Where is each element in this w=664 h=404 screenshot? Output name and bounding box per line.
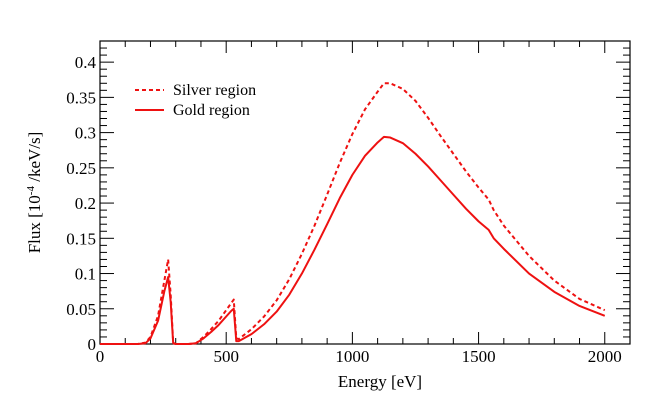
y-axis-title: Flux [10-4 /keV/s]	[25, 132, 44, 254]
y-axis-title-prefix: Flux [10	[25, 195, 44, 253]
x-tick-label: 1000	[335, 347, 369, 366]
y-tick-label: 0.3	[75, 124, 96, 143]
series-line-gold-region	[100, 135, 606, 345]
y-tick-label: 0	[88, 335, 97, 354]
legend: Silver region Gold region	[135, 82, 256, 119]
y-axis-title-suffix: /keV/s]	[25, 132, 44, 186]
y-tick-label: 0.15	[66, 229, 96, 248]
x-axis-ticks	[99, 41, 631, 344]
y-tick-label: 0.1	[75, 265, 96, 284]
x-axis-tick-labels: 0 500 1000 1500 2000	[96, 347, 622, 366]
y-tick-label: 0.35	[66, 88, 96, 107]
y-tick-label: 0.05	[66, 300, 96, 319]
series-lines	[100, 82, 606, 345]
y-tick-label: 0.25	[66, 159, 96, 178]
x-tick-label: 0	[96, 347, 105, 366]
y-axis-ticks	[100, 40, 630, 345]
x-tick-label: 2000	[588, 347, 622, 366]
series-line-silver-region	[100, 82, 606, 345]
y-axis-title-exponent: -4	[25, 186, 37, 196]
legend-label-gold-region: Gold region	[173, 102, 250, 119]
y-tick-label: 0.2	[75, 194, 96, 213]
x-tick-label: 500	[213, 347, 239, 366]
x-axis-title: Energy [eV]	[338, 372, 422, 391]
plot-frame	[99, 40, 631, 345]
legend-label-silver-region: Silver region	[173, 82, 256, 99]
y-tick-label: 0.4	[75, 53, 97, 72]
y-axis-tick-labels: 0 0.05 0.1 0.15 0.2 0.25 0.3 0.35 0.4	[66, 53, 96, 354]
x-tick-label: 1500	[462, 347, 496, 366]
